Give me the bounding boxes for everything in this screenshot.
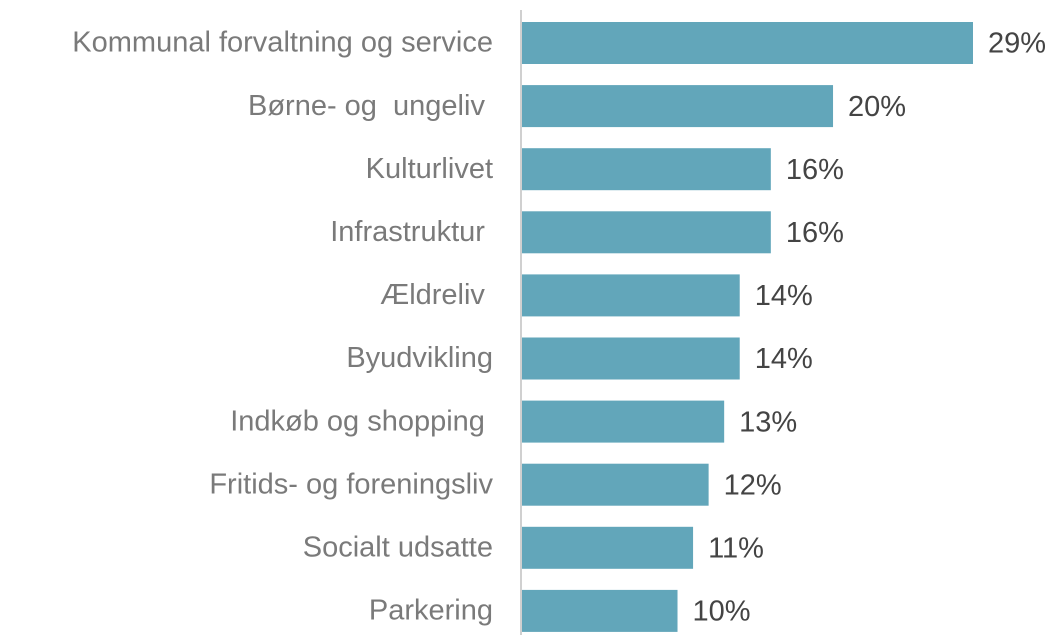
value-label: 16% — [786, 217, 844, 249]
value-label: 14% — [755, 280, 813, 312]
category-label: Byudvikling — [346, 342, 493, 374]
category-label: Fritids- og foreningsliv — [209, 468, 493, 500]
bar — [522, 337, 740, 380]
bar — [522, 211, 771, 254]
category-label: Kommunal forvaltning og service — [72, 27, 493, 59]
bar — [522, 400, 725, 443]
category-label: Ældreliv — [380, 279, 493, 311]
bar — [522, 85, 834, 128]
value-label: 16% — [786, 154, 844, 186]
bar — [522, 463, 709, 506]
bar — [522, 22, 973, 64]
category-label: Socialt udsatte — [303, 531, 493, 563]
category-label: Børne- og ungeliv — [248, 90, 493, 122]
category-label: Indkøb og shopping — [230, 405, 493, 437]
bar — [522, 148, 771, 191]
value-label: 13% — [739, 406, 797, 438]
category-label: Infrastruktur — [330, 216, 493, 248]
bar — [522, 274, 740, 317]
value-label: 14% — [755, 343, 813, 375]
value-label: 29% — [988, 28, 1046, 60]
bar — [522, 589, 678, 632]
category-label: Kulturlivet — [366, 153, 493, 185]
value-label: 12% — [724, 469, 782, 501]
bar — [522, 526, 694, 569]
value-label: 10% — [693, 596, 751, 628]
value-label: 20% — [848, 91, 906, 123]
category-label: Parkering — [369, 595, 493, 627]
value-label: 11% — [708, 532, 764, 564]
